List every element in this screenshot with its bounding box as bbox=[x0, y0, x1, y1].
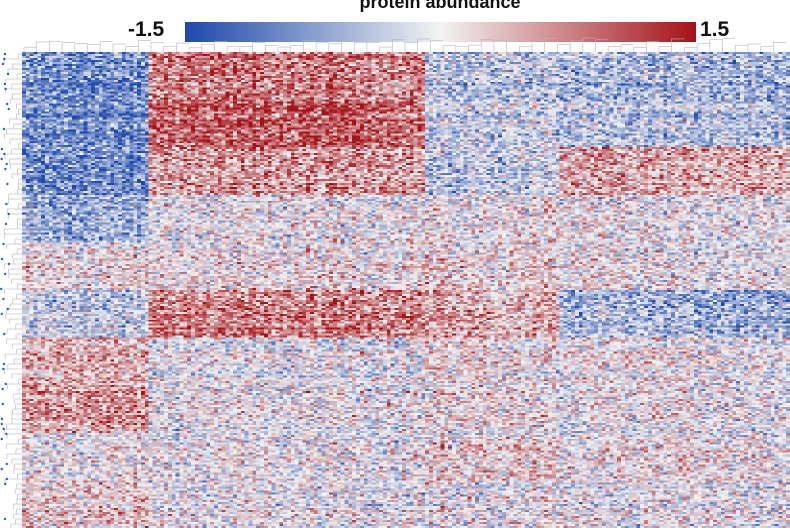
row-dendrogram-leaf-marker bbox=[3, 82, 7, 86]
row-dendrogram-leaf-marker bbox=[0, 422, 3, 426]
row-dendrogram-leaf-marker bbox=[2, 367, 5, 371]
row-dendrogram-leaf-marker bbox=[2, 427, 5, 431]
row-dendrogram-leaf-marker bbox=[3, 57, 6, 61]
row-dendrogram-leaf-marker bbox=[3, 332, 6, 336]
row-dendrogram-leaf-marker bbox=[4, 167, 7, 171]
row-dendrogram bbox=[0, 52, 22, 528]
row-dendrogram-leaf-marker bbox=[0, 257, 4, 261]
row-dendrogram-leaf-marker bbox=[5, 102, 9, 106]
row-dendrogram-leaf-marker bbox=[4, 382, 7, 386]
row-dendrogram-leaf-marker bbox=[0, 467, 3, 471]
row-dendrogram-leaf-marker bbox=[7, 107, 10, 111]
row-dendrogram-leaf-marker bbox=[2, 297, 5, 301]
row-dendrogram-leaf-marker bbox=[0, 417, 4, 421]
row-dendrogram-leaf-marker bbox=[5, 162, 8, 166]
row-dendrogram-leaf-marker bbox=[3, 272, 7, 276]
row-dendrogram-leaf-marker bbox=[5, 477, 8, 481]
row-dendrogram-leaf-marker bbox=[6, 182, 9, 186]
row-dendrogram-leaf-marker bbox=[0, 157, 3, 161]
row-dendrogram-leaf-marker bbox=[0, 147, 4, 151]
row-dendrogram-leaf-marker bbox=[3, 152, 6, 156]
row-dendrogram-leaf-marker bbox=[0, 437, 3, 441]
row-dendrogram-leaf-marker bbox=[2, 242, 5, 246]
colorbar-max-label: 1.5 bbox=[700, 18, 730, 41]
row-dendrogram-leaf-marker bbox=[5, 432, 8, 436]
row-dendrogram-leaf-marker bbox=[5, 462, 9, 466]
row-dendrogram-leaf-marker bbox=[5, 202, 8, 206]
row-dendrogram-leaf-marker bbox=[4, 87, 7, 91]
colorbar-title: protein abundance bbox=[359, 0, 521, 12]
row-dendrogram-leaf-marker bbox=[7, 262, 11, 266]
row-dendrogram-leaf-marker bbox=[0, 312, 4, 316]
row-dendrogram-leaf-marker bbox=[1, 402, 4, 406]
colorbar bbox=[185, 22, 696, 42]
row-dendrogram-leaf-marker bbox=[6, 307, 10, 311]
row-dendrogram-leaf-marker bbox=[1, 387, 4, 391]
row-dendrogram-leaf-marker bbox=[1, 62, 5, 66]
row-dendrogram-leaf-marker bbox=[2, 362, 6, 366]
row-dendrogram-leaf-marker bbox=[3, 517, 7, 521]
row-dendrogram-leaf-marker bbox=[2, 127, 6, 131]
column-dendrogram bbox=[23, 37, 786, 52]
row-dendrogram-leaf-marker bbox=[3, 482, 7, 486]
colorbar-gradient bbox=[185, 22, 696, 42]
colorbar-min-label: -1.5 bbox=[128, 18, 165, 41]
row-dendrogram-leaf-marker bbox=[3, 52, 7, 56]
row-dendrogram-leaf-marker bbox=[6, 72, 10, 76]
row-dendrogram-leaf-marker bbox=[0, 287, 3, 291]
heatmap-grid bbox=[22, 52, 790, 528]
row-dendrogram-leaf-marker bbox=[4, 222, 8, 226]
row-dendrogram-leaf-marker bbox=[7, 212, 10, 216]
